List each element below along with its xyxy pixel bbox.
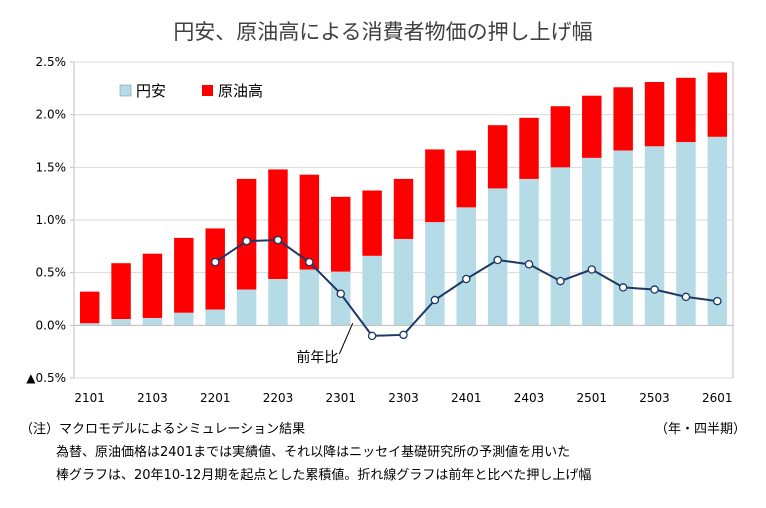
bar-oil — [582, 95, 602, 158]
bar-oil — [550, 106, 571, 168]
bar-oil — [644, 82, 665, 147]
chart-title: 円安、原油高による消費者物価の押し上げ幅 — [173, 20, 593, 44]
line-point — [618, 283, 628, 292]
bar-oil — [393, 178, 414, 239]
bar-oil — [79, 291, 100, 324]
bar-yen — [236, 289, 257, 326]
axis-layer — [70, 61, 733, 379]
line-point — [556, 276, 565, 286]
bar-yen — [425, 222, 445, 326]
line-point — [273, 235, 283, 245]
y-tick-label: ▲0.5% — [26, 371, 66, 385]
bar-oil — [425, 149, 445, 223]
bar-oil — [519, 117, 539, 179]
bar-oil — [613, 87, 633, 151]
bar-yen — [111, 319, 131, 326]
bar-yen — [676, 142, 696, 326]
legend-swatch-yen — [119, 84, 132, 97]
label-layer: ▲0.5% 0.0% 0.5% 1.0% 1.5% 2.0% 2.5% 2101 2103 220… — [26, 55, 732, 405]
bar-yen — [550, 167, 571, 326]
bar-oil — [331, 196, 351, 272]
bar-yen — [613, 150, 633, 326]
bar-oil — [299, 174, 320, 270]
bar-oil — [707, 72, 728, 137]
note-price-basis: 為替、原油価格は2401までは実績値、それ以降はニッセイ基礎研究所の予測値を用い… — [56, 445, 571, 460]
line-point — [399, 330, 408, 340]
y-tick-label: 1.0% — [36, 213, 67, 227]
annotation-leader — [338, 323, 354, 355]
x-tick-label: 2601 — [702, 391, 733, 405]
bar-yen — [142, 317, 163, 326]
x-tick-label: 2403 — [514, 391, 545, 405]
x-tick-label: 2503 — [639, 391, 670, 405]
bar-yen — [268, 278, 288, 326]
bar-oil — [111, 263, 131, 320]
line-annotation: 前年比 — [296, 349, 338, 366]
y-tick-label: 0.5% — [36, 266, 67, 280]
line-point — [524, 259, 534, 269]
y-tick-label: 1.5% — [36, 160, 67, 174]
bar-yen — [393, 238, 414, 326]
x-tick-label: 2201 — [200, 391, 231, 405]
bar-yen — [456, 207, 476, 326]
x-tick-label: 2103 — [137, 391, 168, 405]
line-point — [713, 296, 722, 306]
bar-oil — [487, 125, 508, 189]
x-tick-label: 2303 — [388, 391, 419, 405]
y-tick-label: 2.0% — [36, 108, 67, 122]
line-layer — [210, 235, 722, 341]
bar-yen — [331, 271, 351, 326]
line-point — [587, 265, 597, 274]
bar-yen — [299, 269, 320, 326]
bar-yen — [79, 323, 100, 326]
bar-oil — [456, 150, 476, 208]
legend-layer: 円安 原油高 — [119, 82, 263, 100]
x-tick-label: 2203 — [263, 391, 294, 405]
bar-oil — [362, 190, 382, 256]
bar-yen — [362, 255, 382, 326]
period-label: （年・四半期） — [654, 422, 746, 437]
note-simulation: （注）マクロモデルによるシミュレーション結果 — [20, 422, 306, 437]
line-point — [367, 331, 377, 341]
bar-oil — [174, 237, 194, 313]
bar-yen — [644, 146, 665, 326]
line-point — [210, 257, 220, 267]
x-tick-label: 2501 — [577, 391, 608, 405]
legend-swatch-oil — [202, 85, 213, 96]
legend-label-yen: 円安 — [136, 82, 166, 100]
bar-oil — [268, 169, 288, 279]
note-chart-explanation: 棒グラフは、20年10-12月期を起点とした累積値。折れ線グラフは前年と比べた押… — [56, 468, 592, 483]
y-tick-label: 2.5% — [36, 55, 67, 69]
bar-yen — [174, 312, 194, 326]
line-point — [681, 292, 691, 302]
x-tick-label: 2301 — [325, 391, 356, 405]
bar-oil — [205, 228, 225, 310]
bar-oil — [676, 77, 696, 143]
bar-layer — [79, 72, 728, 326]
bar-yen — [707, 136, 728, 326]
bar-yen — [519, 178, 539, 326]
y-tick-label: 0.0% — [36, 318, 67, 332]
legend-label-oil: 原油高 — [218, 82, 263, 100]
bar-yen — [205, 309, 225, 326]
line-point — [336, 289, 345, 298]
bar-oil — [236, 178, 257, 290]
x-tick-label: 2101 — [74, 391, 105, 405]
line-point — [242, 236, 251, 246]
line-point — [650, 285, 659, 294]
line-point — [430, 295, 440, 305]
bar-yen — [582, 157, 602, 326]
line-point — [305, 257, 314, 267]
x-tick-label: 2401 — [451, 391, 482, 405]
line-point — [493, 255, 502, 265]
line-point — [462, 274, 471, 284]
bar-oil — [142, 253, 163, 318]
